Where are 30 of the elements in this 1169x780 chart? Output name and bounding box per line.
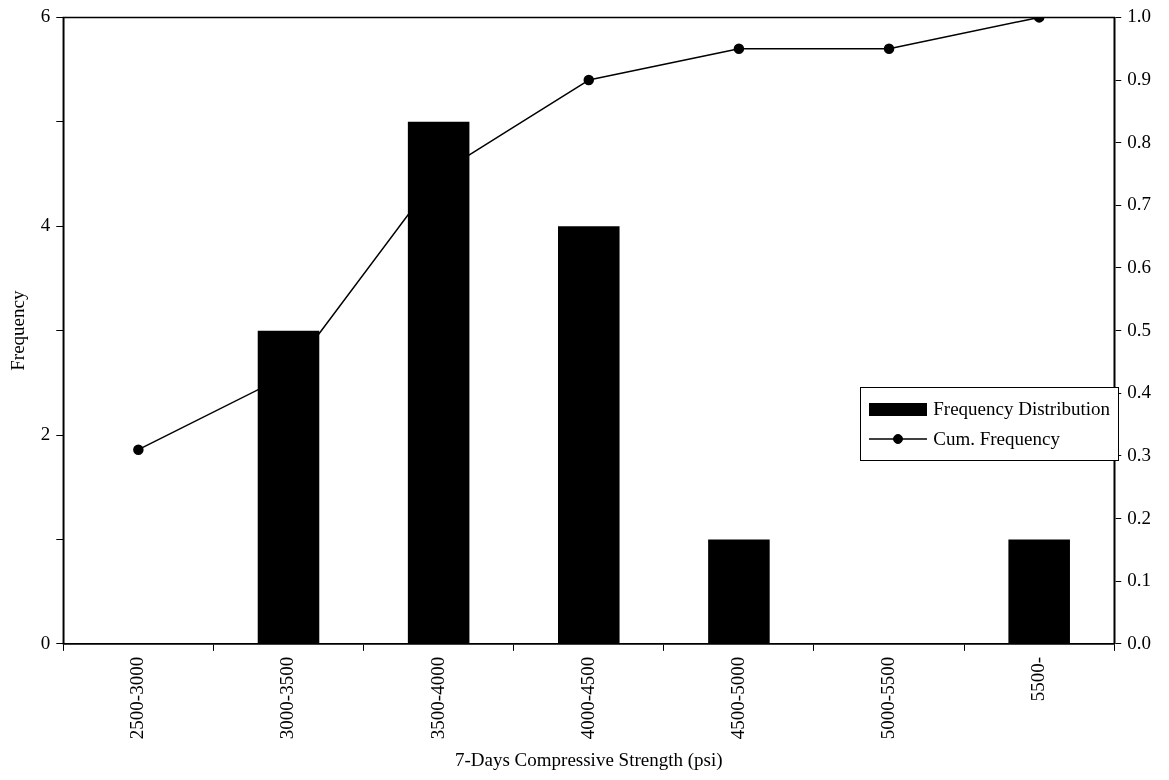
y2-tick-label: 0.0: [1127, 631, 1151, 653]
x-tick-label: 5000-5500: [877, 656, 899, 740]
legend-label: Frequency Distribution: [933, 397, 1111, 421]
x-axis-title: 7-Days Compressive Strength (psi): [454, 748, 723, 771]
x-tick-label: 4000-4500: [576, 656, 598, 740]
point: [733, 43, 745, 54]
y-axis-title: Frequency: [7, 290, 29, 371]
point: [583, 74, 595, 86]
point: [883, 43, 895, 54]
y2-tick-label: 0.1: [1127, 569, 1151, 591]
y-tick-label: 4: [40, 214, 51, 236]
x-tick-label: 5500-: [1027, 656, 1049, 702]
y2-tick-label: 0.8: [1127, 130, 1151, 152]
x-tick-label: 3500-4000: [426, 656, 448, 740]
point: [133, 444, 144, 455]
legend-label: Cum. Frequency: [933, 427, 1060, 451]
y2-tick-label: 0.5: [1127, 318, 1151, 340]
y-tick-label: 2: [40, 423, 51, 445]
y-tick-label: 6: [40, 5, 51, 27]
y2-tick-label: 0.6: [1127, 255, 1151, 277]
y2-tick-label: 0.9: [1127, 68, 1151, 90]
y-tick-label: 0: [40, 631, 51, 653]
y2-tick-label: 0.2: [1127, 506, 1151, 528]
x-tick-label: 4500-5000: [726, 656, 748, 740]
y2-tick-label: 0.3: [1127, 443, 1151, 465]
x-tick-label: 3000-3500: [276, 656, 298, 740]
y2-tick-label: 1.0: [1127, 5, 1151, 27]
x-tick-label: 2500-3000: [126, 656, 148, 740]
y2-tick-label: 0.7: [1127, 193, 1151, 215]
y2-tick-label: 0.4: [1127, 381, 1152, 403]
